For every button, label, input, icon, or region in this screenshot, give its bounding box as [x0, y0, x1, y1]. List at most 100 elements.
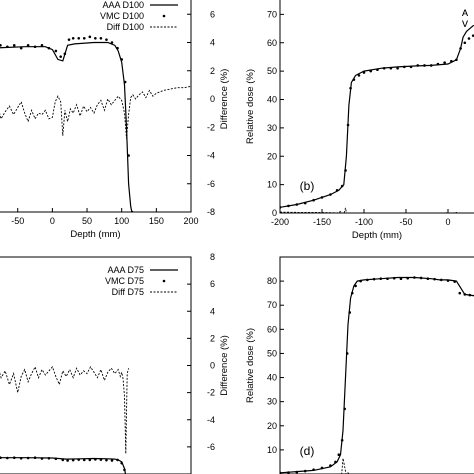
data-point-b-1 [303, 201, 307, 205]
data-point-a-1 [88, 35, 92, 39]
data-point-c-1 [47, 456, 51, 460]
y-tick-label: 50 [267, 348, 277, 358]
plot-frame-d [279, 256, 474, 474]
data-point-a-1 [134, 219, 137, 222]
data-point-b-1 [463, 41, 467, 45]
y-tick-label: 30 [267, 123, 277, 133]
data-point-c-1 [99, 458, 103, 461]
data-point-c-1 [66, 459, 69, 462]
y2-tick-label: -4 [207, 151, 215, 161]
data-point-b-1 [349, 86, 352, 90]
data-point-a-1 [105, 38, 108, 41]
data-point-b-1 [376, 68, 379, 72]
x-tick-label: -50 [11, 216, 24, 226]
y2-tick-label: 8 [210, 252, 215, 262]
series-line-a-2 [0, 85, 191, 139]
data-point-a-1 [150, 228, 153, 231]
data-point-d-1 [458, 291, 462, 295]
data-point-d-1 [350, 291, 354, 295]
data-point-b-1 [459, 47, 462, 50]
y-tick-label: 10 [267, 445, 277, 455]
data-point-b-1 [455, 58, 458, 62]
series-line-c-0 [0, 457, 127, 474]
legend-entry-label: Diff D75 [112, 287, 144, 297]
data-point-c-1 [54, 457, 58, 461]
y2-tick-label: -6 [207, 179, 215, 189]
data-point-b-1 [344, 169, 347, 172]
data-point-a-1 [130, 210, 134, 212]
data-point-a-1 [6, 45, 9, 49]
data-point-d-1 [303, 469, 307, 473]
data-point-a-1 [116, 46, 119, 50]
data-point-d-1 [287, 471, 290, 474]
data-point-d-1 [399, 277, 403, 281]
data-point-a-1 [127, 154, 130, 157]
series-line-d-2 [299, 458, 367, 474]
x-tick-label: -200 [271, 217, 289, 227]
data-point-d-1 [379, 277, 383, 281]
legend-entry-label: Diff D100 [107, 22, 144, 32]
x-tick-label: 0 [50, 216, 55, 226]
y-tick-label: 20 [267, 421, 277, 431]
y-axis-label: Relative dose (%) [245, 69, 256, 144]
data-point-b-1 [423, 64, 426, 67]
y-tick-label: 60 [267, 324, 277, 334]
data-point-b-1 [335, 189, 339, 192]
data-point-b-1 [429, 64, 433, 67]
data-point-a-1 [26, 44, 30, 47]
data-point-a-1 [59, 55, 62, 58]
data-point-c-1 [120, 461, 123, 465]
data-point-c-1 [26, 456, 30, 460]
x-tick-label: 0 [445, 217, 450, 227]
y2-tick-label: 4 [210, 38, 215, 48]
x-tick-label: 50 [82, 216, 92, 226]
plot-area-b [280, 24, 474, 213]
plot-frame-a [0, 0, 192, 213]
data-point-b-1 [436, 62, 440, 66]
data-point-a-1 [33, 45, 37, 49]
data-point-d-1 [453, 280, 457, 283]
data-point-c-1 [94, 458, 97, 461]
data-point-b-1 [320, 196, 324, 199]
data-point-d-1 [312, 468, 315, 471]
series-line-c-2 [0, 365, 130, 454]
data-point-b-1 [443, 61, 446, 64]
data-point-b-1 [416, 64, 420, 67]
data-point-a-1 [156, 229, 159, 232]
data-point-d-1 [320, 466, 324, 470]
data-point-d-1 [295, 470, 299, 474]
data-point-d-1 [348, 311, 352, 314]
data-point-c-1 [40, 457, 44, 460]
data-point-a-1 [172, 231, 175, 234]
data-point-c-1 [77, 458, 81, 461]
data-point-a-1 [54, 49, 58, 53]
data-point-d-1 [386, 277, 389, 281]
y-tick-label: 40 [267, 373, 277, 383]
data-point-b-1 [369, 69, 373, 73]
data-point-a-1 [82, 36, 86, 40]
data-point-a-1 [110, 41, 114, 44]
data-point-a-1 [12, 44, 16, 47]
x-tick-label: 100 [114, 216, 129, 226]
data-point-b-1 [280, 206, 282, 209]
data-point-b-1 [409, 65, 413, 69]
data-point-b-1 [450, 59, 453, 63]
data-point-c-1 [6, 456, 9, 460]
legend-entry-label-partial: A [462, 8, 468, 18]
y2-tick-label: -2 [207, 388, 215, 398]
data-point-a-1 [67, 38, 71, 41]
data-point-a-1 [145, 225, 148, 228]
data-point-c-1 [61, 458, 65, 462]
panel-label: (d) [300, 444, 315, 458]
y2-tick-label: 2 [210, 66, 215, 76]
data-point-d-1 [340, 438, 344, 442]
data-point-c-1 [110, 459, 114, 462]
data-point-d-1 [413, 276, 416, 279]
data-point-a-1 [40, 44, 44, 47]
y2-tick-label: -4 [207, 415, 215, 425]
data-point-a-1 [47, 46, 51, 50]
data-point-d-1 [354, 284, 357, 288]
data-point-a-1 [183, 232, 186, 235]
data-point-b-1 [352, 78, 356, 81]
data-point-c-1 [19, 456, 23, 460]
